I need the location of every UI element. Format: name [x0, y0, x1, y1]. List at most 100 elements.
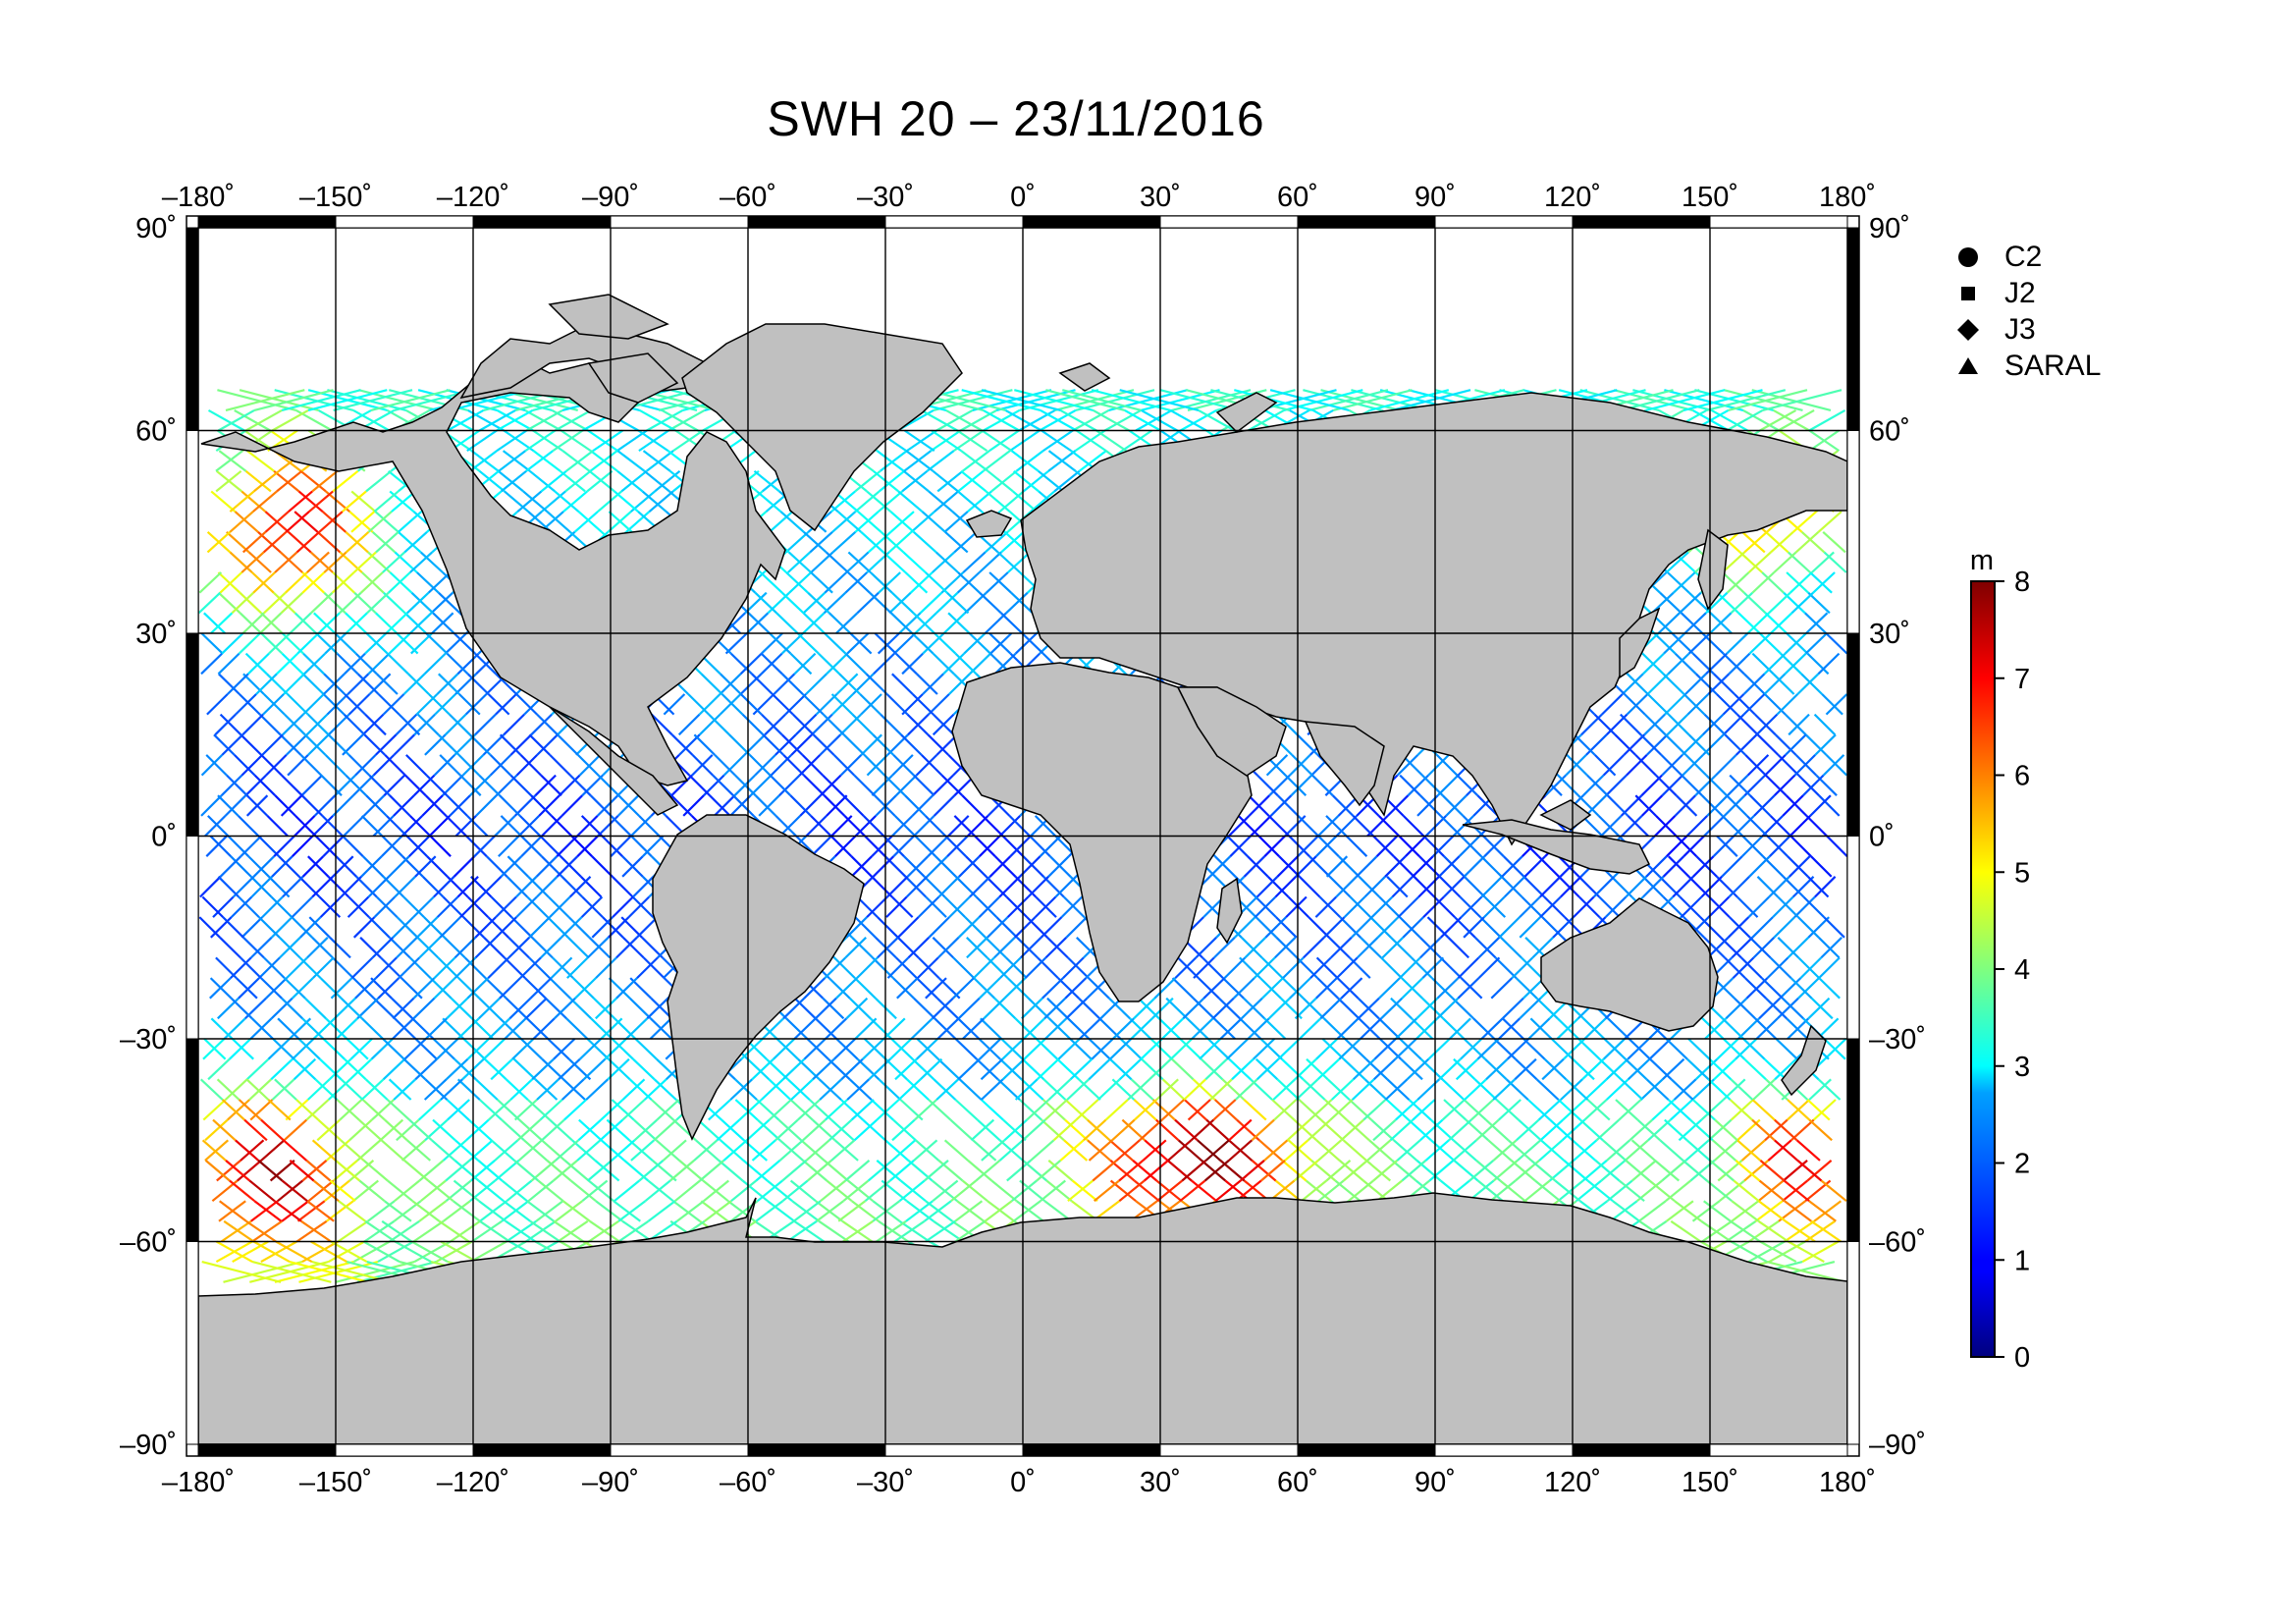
track-segment: [1498, 916, 1521, 939]
track-segment: [587, 1160, 613, 1182]
track-segment: [1728, 389, 1808, 411]
track-segment: [1577, 794, 1600, 817]
track-segment: [1666, 835, 1688, 857]
track-segment: [497, 1099, 520, 1121]
track-segment: [936, 469, 964, 493]
track-segment: [541, 815, 563, 838]
track-segment: [590, 1017, 614, 1040]
track-segment: [214, 713, 237, 736]
track-segment: [1582, 774, 1605, 796]
track-segment: [1405, 835, 1427, 857]
track-segment: [327, 713, 350, 736]
track-segment: [345, 774, 367, 796]
track-segment: [1703, 713, 1727, 736]
track-segment: [559, 774, 581, 796]
track-segment: [829, 835, 853, 857]
track-segment: [199, 1078, 224, 1101]
track-segment: [1746, 612, 1770, 634]
track-segment: [498, 469, 524, 493]
track-segment: [789, 1099, 814, 1121]
track-segment: [842, 733, 866, 756]
track-segment: [1735, 733, 1758, 756]
track-segment: [1000, 530, 1025, 554]
track-segment: [1419, 937, 1442, 959]
track-segment: [1369, 916, 1392, 939]
track-segment: [464, 693, 488, 716]
track-segment: [562, 1200, 591, 1222]
track-segment: [1753, 794, 1776, 817]
track-segment: [456, 652, 480, 676]
track-segment: [446, 997, 469, 1020]
track-segment: [446, 1099, 470, 1121]
track-segment: [1662, 673, 1685, 695]
track-segment: [794, 713, 818, 736]
track-segment: [789, 1179, 817, 1203]
lon-tick-label-bottom: 120˚: [1544, 1467, 1601, 1498]
track-segment: [1015, 450, 1044, 472]
track-segment: [967, 490, 992, 513]
track-segment: [805, 815, 828, 838]
track-segment: [1804, 733, 1828, 756]
track-segment: [1701, 1017, 1725, 1040]
track-segment: [1241, 997, 1263, 1020]
track-segment: [998, 490, 1025, 513]
track-segment: [483, 937, 506, 959]
track-segment: [241, 713, 264, 736]
track-segment: [590, 450, 618, 472]
track-segment: [1722, 652, 1745, 676]
track-segment: [687, 693, 710, 716]
track-segment: [1518, 1118, 1542, 1142]
track-segment: [1243, 997, 1265, 1020]
track-segment: [614, 1179, 640, 1203]
track-segment: [1302, 1078, 1326, 1101]
track-segment: [1141, 408, 1178, 432]
track-segment: [1016, 1200, 1044, 1222]
track-segment: [1336, 1017, 1360, 1040]
track-segment: [1506, 1038, 1530, 1060]
track-segment: [1094, 1179, 1120, 1203]
track-segment: [217, 389, 296, 411]
track-segment: [487, 956, 510, 979]
track-segment: [287, 693, 309, 716]
track-segment: [1299, 876, 1321, 898]
track-segment: [433, 754, 455, 777]
track-segment: [201, 1261, 282, 1283]
lon-tick-label-top: –180˚: [162, 182, 235, 213]
frame-segment: [610, 1443, 749, 1457]
track-segment: [530, 794, 553, 817]
track-segment: [1563, 1160, 1589, 1182]
track-segment: [279, 937, 301, 959]
track-segment: [350, 511, 376, 533]
track-segment: [876, 1099, 900, 1121]
track-segment: [1161, 1099, 1185, 1121]
frame-segment: [1022, 215, 1161, 229]
frame-segment: [1846, 227, 1860, 431]
track-segment: [616, 450, 646, 472]
frame-segment: [884, 1443, 1024, 1457]
track-segment: [1398, 835, 1420, 857]
track-segment: [402, 1057, 427, 1081]
track-segment: [942, 612, 966, 634]
track-segment: [1796, 1160, 1823, 1182]
track-segment: [906, 1078, 930, 1101]
track-segment: [477, 1179, 505, 1203]
track-segment: [300, 1219, 332, 1243]
track-segment: [1325, 815, 1348, 838]
track-segment: [329, 1179, 356, 1203]
track-segment: [1302, 997, 1325, 1020]
track-segment: [789, 652, 813, 676]
track-segment: [1442, 1017, 1466, 1040]
track-segment: [1687, 733, 1711, 756]
track-segment: [876, 1160, 902, 1182]
circle-icon: [1958, 246, 1978, 267]
track-segment: [204, 1139, 230, 1162]
track-segment: [933, 713, 955, 736]
track-segment: [1683, 612, 1707, 634]
track-segment: [996, 1078, 1021, 1101]
track-segment: [647, 1200, 676, 1222]
track-segment: [527, 1179, 555, 1203]
track-segment: [375, 612, 399, 634]
legend-item-c2: C2: [1953, 239, 2101, 275]
track-segment: [781, 673, 804, 695]
track-segment: [1047, 1160, 1074, 1182]
